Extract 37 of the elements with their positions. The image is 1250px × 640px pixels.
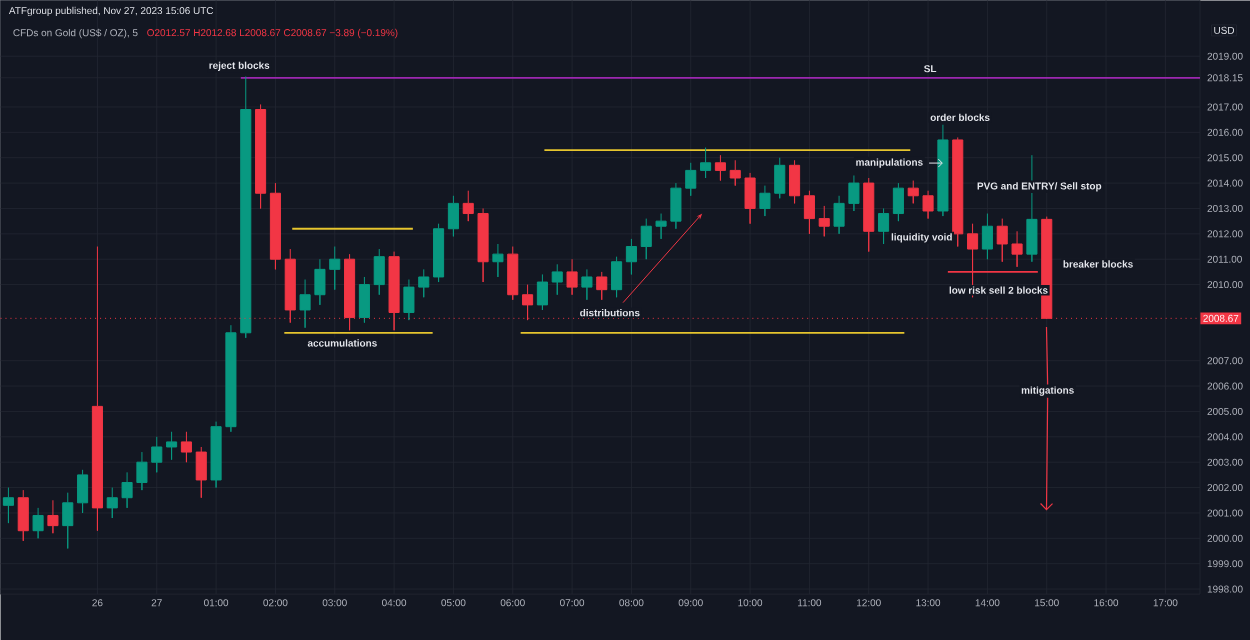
candlestick bbox=[433, 223, 445, 283]
candlestick bbox=[551, 263, 563, 296]
candlestick bbox=[952, 136, 964, 247]
candlestick bbox=[62, 492, 74, 549]
candlestick bbox=[47, 499, 59, 534]
candlestick bbox=[492, 243, 504, 278]
candlestick bbox=[2, 487, 14, 524]
candlestick bbox=[878, 207, 890, 245]
candlestick bbox=[937, 124, 949, 217]
candlestick bbox=[789, 159, 801, 204]
candlestick bbox=[714, 154, 726, 181]
candlestick bbox=[91, 245, 103, 532]
candlestick bbox=[373, 248, 385, 296]
candlestick bbox=[581, 268, 593, 301]
candlestick bbox=[358, 276, 370, 324]
candlestick bbox=[180, 431, 192, 463]
candlestick bbox=[981, 212, 993, 260]
candlestick bbox=[700, 147, 712, 179]
candlestick bbox=[255, 103, 267, 209]
candlestick bbox=[507, 245, 519, 301]
candlestick bbox=[166, 431, 178, 461]
candlestick bbox=[77, 469, 89, 514]
candlestick bbox=[566, 258, 578, 296]
candlestick bbox=[32, 507, 44, 539]
candlestick bbox=[863, 177, 875, 253]
candlestick bbox=[195, 446, 207, 499]
candlestick bbox=[625, 238, 637, 275]
candlestick bbox=[269, 182, 281, 270]
candlestick bbox=[803, 190, 815, 235]
candlestick bbox=[818, 205, 830, 237]
candlestick bbox=[17, 489, 29, 542]
candlestick bbox=[447, 195, 459, 237]
candlestick bbox=[536, 273, 548, 311]
candlestick bbox=[892, 182, 904, 222]
candlestick bbox=[596, 271, 608, 301]
candlestick bbox=[522, 284, 534, 321]
candlestick bbox=[611, 256, 623, 298]
